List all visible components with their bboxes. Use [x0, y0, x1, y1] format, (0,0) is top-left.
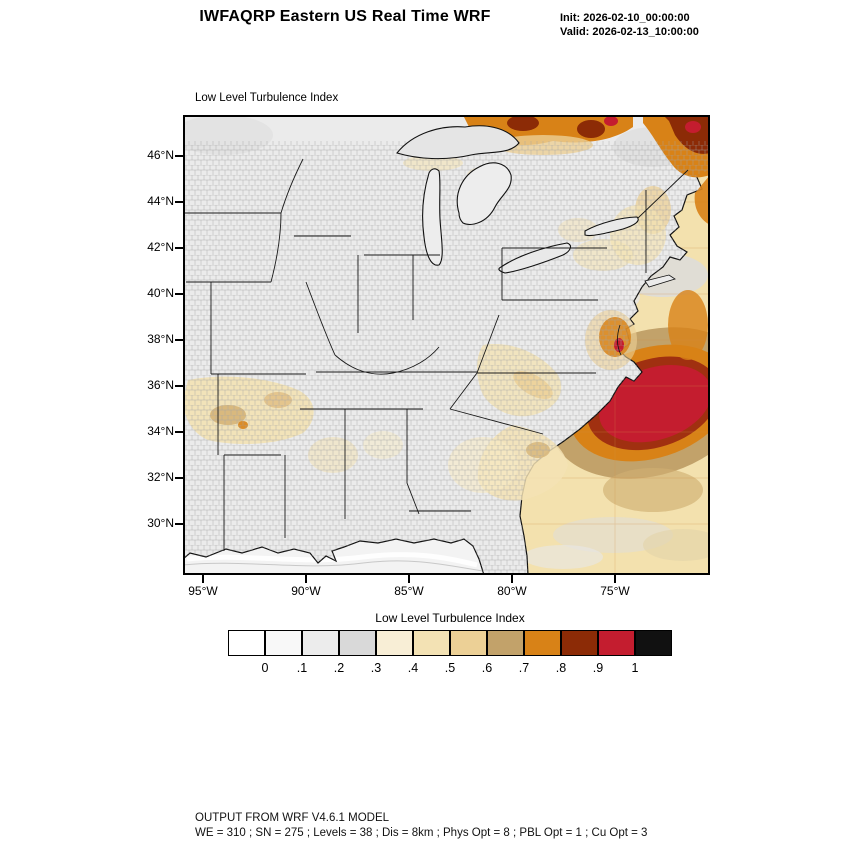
lake-huron: [456, 162, 512, 225]
map-canvas: [183, 115, 710, 575]
map-frame-border: [183, 115, 710, 575]
lake-michigan: [422, 168, 443, 266]
chesapeake-bay: [617, 324, 622, 356]
lon-label: 85°W: [394, 584, 424, 598]
lat-label: 38°N: [147, 332, 174, 346]
lon-label: 75°W: [600, 584, 630, 598]
lat-tick: [175, 201, 183, 203]
lat-tick: [175, 293, 183, 295]
colorbar-segment: [561, 630, 598, 656]
lat-label: 36°N: [147, 378, 174, 392]
colorbar-tick-label: .9: [592, 661, 604, 675]
lat-label: 40°N: [147, 286, 174, 300]
model-info-line2: WE = 310 ; SN = 275 ; Levels = 38 ; Dis …: [195, 827, 648, 839]
lat-label: 46°N: [147, 148, 174, 162]
lat-tick: [175, 385, 183, 387]
lat-tick: [175, 431, 183, 433]
lat-label: 42°N: [147, 240, 174, 254]
colorbar-segment: [635, 630, 672, 656]
colorbar-segment: [302, 630, 339, 656]
lat-tick: [175, 477, 183, 479]
southern-khaki-extension: [603, 468, 703, 512]
lat-tick: [175, 247, 183, 249]
colorbar-segment: [228, 630, 265, 656]
page-title: IWFAQRP Eastern US Real Time WRF: [199, 8, 491, 25]
lake-ontario: [584, 216, 639, 237]
coastal-orange-tongue: [668, 290, 708, 360]
lon-label: 95°W: [188, 584, 218, 598]
colorbar-segment: [265, 630, 302, 656]
great-lakes: [396, 125, 676, 356]
colorbar-tick-label: .1: [296, 661, 308, 675]
colorbar-tick-label: .6: [481, 661, 493, 675]
turbulence-map: [183, 115, 710, 575]
lat-tick: [175, 523, 183, 525]
lat-tick: [175, 155, 183, 157]
colorbar-segment: [413, 630, 450, 656]
model-info: OUTPUT FROM WRF V4.6.1 MODEL WE = 310 ; …: [195, 811, 647, 841]
colorbar-tick-label: .4: [407, 661, 419, 675]
valid-time: Valid: 2026-02-13_10:00:00: [560, 26, 699, 38]
colorbar-tick-label: .7: [518, 661, 530, 675]
lat-label: 32°N: [147, 470, 174, 484]
lat-label: 30°N: [147, 516, 174, 530]
colorbar-tick-label: 1: [631, 661, 639, 675]
lon-tick: [305, 575, 307, 583]
county-boundaries: [183, 141, 710, 575]
lat-label: 34°N: [147, 424, 174, 438]
init-time: Init: 2026-02-10_00:00:00: [560, 12, 690, 24]
lon-tick: [511, 575, 513, 583]
colorbar-tick-label: .5: [444, 661, 456, 675]
model-info-line1: OUTPUT FROM WRF V4.6.1 MODEL: [195, 812, 390, 824]
land-region: [183, 115, 710, 575]
colorbar-tick-label: .2: [333, 661, 345, 675]
colorbar-tick-label: .8: [555, 661, 567, 675]
colorbar-segment: [598, 630, 635, 656]
colorbar-segment: [450, 630, 487, 656]
colorbar-title: Low Level Turbulence Index: [375, 611, 525, 625]
lon-label: 90°W: [291, 584, 321, 598]
colorbar-tick-label: .3: [370, 661, 382, 675]
lon-tick: [202, 575, 204, 583]
lat-tick: [175, 339, 183, 341]
lat-label: 44°N: [147, 194, 174, 208]
lake-erie: [498, 242, 572, 274]
colorbar-tick-label: 0: [261, 661, 269, 675]
long-island: [644, 274, 676, 288]
map-field-title: Low Level Turbulence Index: [195, 92, 339, 104]
lon-tick: [614, 575, 616, 583]
lon-tick: [408, 575, 410, 583]
lake-superior: [396, 125, 520, 160]
colorbar-segment: [376, 630, 413, 656]
colorbar-segment: [487, 630, 524, 656]
gulf-of-mexico: [183, 539, 484, 575]
colorbar-segment: [524, 630, 561, 656]
run-times: Init: 2026-02-10_00:00:00 Valid: 2026-02…: [560, 11, 699, 39]
lon-label: 80°W: [497, 584, 527, 598]
colorbar-segment: [339, 630, 376, 656]
state-borders: [183, 158, 689, 551]
